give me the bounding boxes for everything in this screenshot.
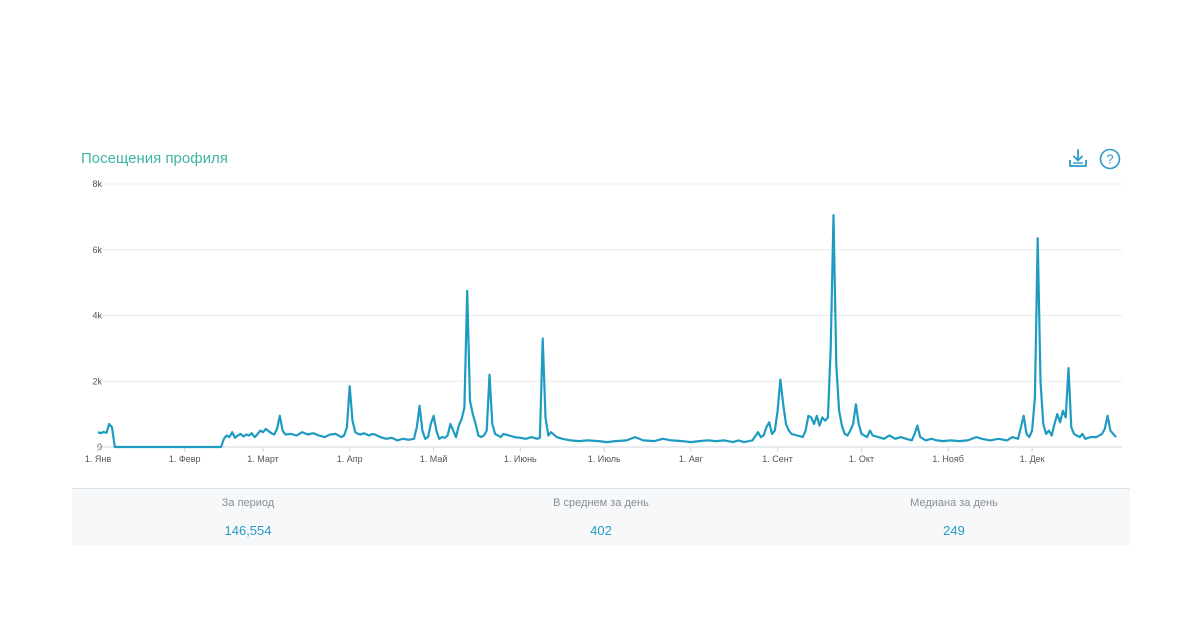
summary-stats: За период 146,554 В среднем за день 402 … xyxy=(72,488,1130,545)
x-axis-ticks: 1. Янв 1. Февр 1. Март 1. Апр 1. Май 1. Июнь 1… xyxy=(85,447,1045,464)
stat-average-label: В среднем за день xyxy=(553,497,649,509)
x-tick-label: 1. Апр xyxy=(337,454,363,464)
x-tick-label: 1. Июнь xyxy=(504,454,537,464)
stat-total-label: За период xyxy=(221,497,275,509)
y-tick-label: 8k xyxy=(92,179,102,189)
y-tick-label: 6k xyxy=(92,245,102,255)
stat-average-value: 402 xyxy=(590,523,612,538)
chart-toolbar: ? xyxy=(1066,147,1122,171)
y-tick-label: 4k xyxy=(92,311,102,321)
x-tick-label: 1. Июль xyxy=(588,454,621,464)
line-chart: 0 2k 4k 6k 8k 1. Янв 1. Февр 1. Март 1. Апр 1. М… xyxy=(85,179,1122,464)
x-tick-label: 1. Нояб xyxy=(932,454,964,464)
download-icon[interactable] xyxy=(1066,147,1090,171)
y-tick-label: 0 xyxy=(97,442,102,452)
x-tick-label: 1. Сент xyxy=(762,454,793,464)
stat-average: В среднем за день 402 xyxy=(425,489,777,538)
grid-lines xyxy=(98,183,1122,448)
stat-median-label: Медиана за день xyxy=(910,497,998,509)
stat-total: За период 146,554 xyxy=(72,489,424,538)
x-tick-label: 1. Дек xyxy=(1020,454,1045,464)
chart-title: Посещения профиля xyxy=(81,150,228,167)
stat-median: Медиана за день 249 xyxy=(778,489,1130,538)
help-icon[interactable]: ? xyxy=(1098,147,1122,171)
profile-visits-widget: Посещения профиля ? 0 2k 4k 6k 8k 1. Янв 1. Ф… xyxy=(72,140,1130,545)
x-tick-label: 1. Окт xyxy=(849,454,874,464)
stat-median-value: 249 xyxy=(943,523,965,538)
y-axis-ticks: 0 2k 4k 6k 8k xyxy=(92,179,102,452)
x-tick-label: 1. Февр xyxy=(169,454,201,464)
stat-total-value: 146,554 xyxy=(224,523,272,538)
y-tick-label: 2k xyxy=(92,376,102,386)
x-tick-label: 1. Март xyxy=(247,454,279,464)
x-tick-label: 1. Май xyxy=(420,454,448,464)
x-tick-label: 1. Янв xyxy=(85,454,111,464)
x-tick-label: 1. Авг xyxy=(679,454,704,464)
series-line xyxy=(97,214,1117,449)
svg-text:?: ? xyxy=(1106,152,1113,167)
